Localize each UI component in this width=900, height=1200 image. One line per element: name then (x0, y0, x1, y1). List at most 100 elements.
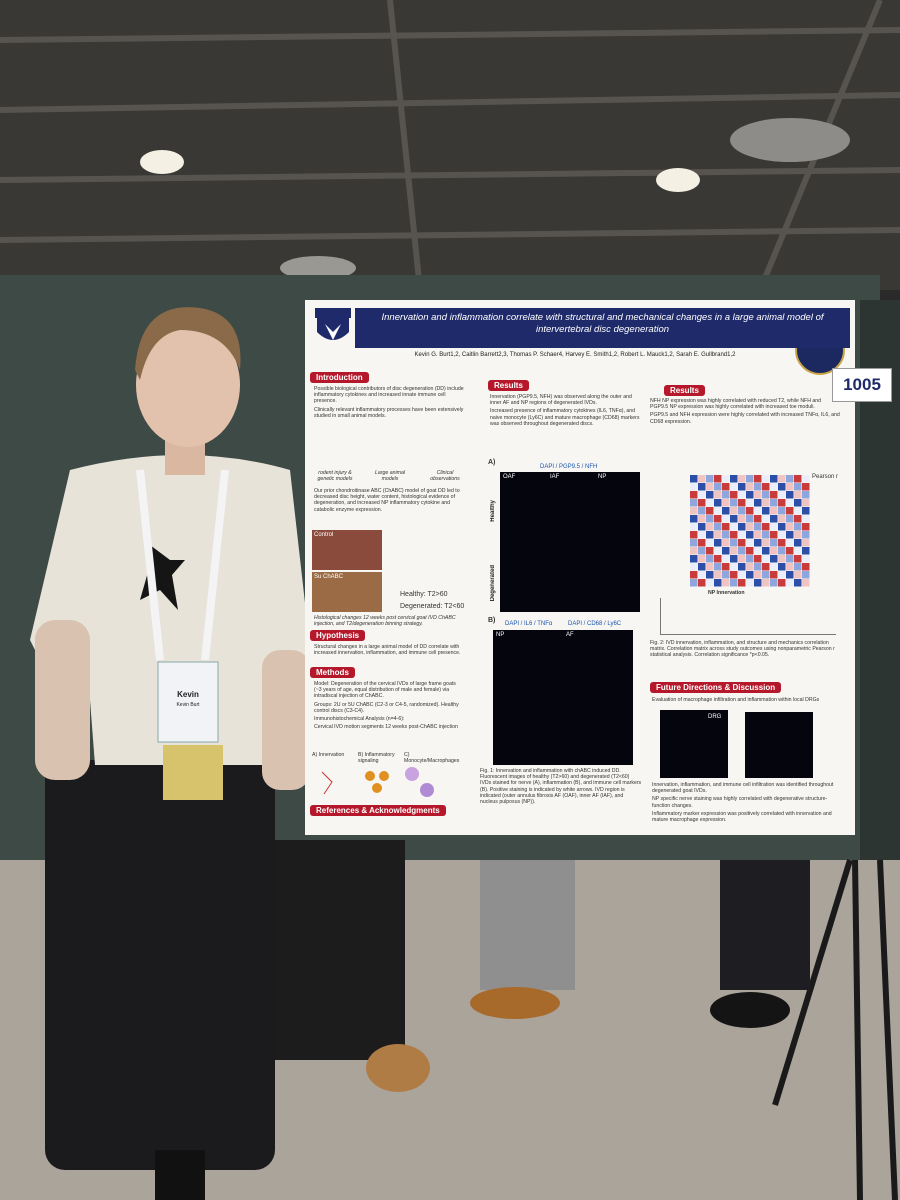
heatmap-cell (706, 531, 714, 539)
heatmap-cell (778, 547, 786, 555)
bin-label: Healthy: T2>60 (400, 591, 448, 598)
heatmap-cell (786, 523, 794, 531)
heatmap-cell (730, 531, 738, 539)
heatmap-cell (746, 483, 754, 491)
heatmap-cell (706, 579, 714, 587)
heatmap-cell (722, 571, 730, 579)
heatmap-cell (778, 523, 786, 531)
heatmap-cell (794, 499, 802, 507)
heatmap-cell (722, 555, 730, 563)
heatmap-cell (706, 491, 714, 499)
heatmap-cell (714, 579, 722, 587)
heatmap-cell (746, 539, 754, 547)
heatmap-cell (746, 571, 754, 579)
heatmap-cell (698, 515, 706, 523)
heatmap-cell (762, 571, 770, 579)
shoe (470, 987, 560, 1019)
bullet: Clinically relevant inflammatory process… (314, 406, 464, 419)
heatmap-cell (722, 483, 730, 491)
figure-label: Clinical observations (430, 470, 460, 483)
heatmap-cell (786, 539, 794, 547)
heatmap-cell (706, 515, 714, 523)
heatmap-cell (770, 475, 778, 483)
heatmap-cell (786, 499, 794, 507)
heatmap-cell (746, 499, 754, 507)
heatmap-cell (738, 547, 746, 555)
correlation-heatmap (690, 475, 810, 587)
heatmap-cell (786, 547, 794, 555)
future-text: Innervation, inflammation, and immune ce… (652, 782, 840, 825)
region-label: NP (496, 632, 505, 638)
badge-ribbon (163, 745, 223, 800)
heatmap-cell (802, 531, 810, 539)
heatmap-cell (778, 507, 786, 515)
heatmap-cell (770, 483, 778, 491)
heatmap-cell (770, 491, 778, 499)
heatmap-cell (770, 547, 778, 555)
heatmap-cell (706, 563, 714, 571)
stain-label: DAPI / IL6 / TNFα (505, 621, 553, 627)
heatmap-cell (698, 507, 706, 515)
heatmap-cell (778, 515, 786, 523)
heatmap-cell (786, 507, 794, 515)
section-heading: Methods (310, 667, 355, 678)
section-heading: Results (488, 380, 529, 391)
heatmap-cell (786, 579, 794, 587)
heatmap-cell (746, 523, 754, 531)
heatmap-cell (722, 491, 730, 499)
heatmap-cell (722, 539, 730, 547)
heatmap-cell (794, 483, 802, 491)
heatmap-cell (730, 563, 738, 571)
heatmap-cell (754, 515, 762, 523)
heatmap-cell (794, 475, 802, 483)
heatmap-cell (802, 491, 810, 499)
board-number: 1005 (832, 368, 892, 402)
section-heading: Results (664, 385, 705, 396)
heatmap-cell (714, 555, 722, 563)
person (30, 307, 312, 1200)
heatmap-cell (714, 531, 722, 539)
stain-label: DAPI / CD68 / Ly6C (568, 621, 622, 627)
heatmap-cell (706, 475, 714, 483)
heatmap-cell (722, 523, 730, 531)
section-heading: Introduction (310, 372, 369, 383)
methods-text: Model: Degeneration of the cervical IVDs… (314, 681, 464, 732)
region-label: NP (598, 474, 607, 480)
region-label: OAF (503, 474, 516, 480)
heatmap-cell (738, 475, 746, 483)
heatmap-cell (786, 475, 794, 483)
heatmap-cell (770, 507, 778, 515)
background-person (720, 860, 810, 990)
figure-caption: Fig. 1: Innervation and inflammation wit… (480, 768, 642, 806)
heatmap-cell (714, 571, 722, 579)
heatmap-cell (762, 563, 770, 571)
heatmap-cell (746, 507, 754, 515)
heatmap-cell (730, 499, 738, 507)
heatmap-cell (714, 491, 722, 499)
heatmap-cell (802, 563, 810, 571)
heatmap-cell (778, 571, 786, 579)
heatmap-cell (690, 579, 698, 587)
heatmap-cell (706, 499, 714, 507)
bullet: NFH NP expression was highly correlated … (650, 398, 822, 411)
heatmap-cell (722, 507, 730, 515)
heatmap-cell (738, 515, 746, 523)
heatmap-cell (802, 475, 810, 483)
heatmap-cell (730, 475, 738, 483)
heatmap-cell (706, 571, 714, 579)
heatmap-cell (802, 499, 810, 507)
heatmap-cell (802, 539, 810, 547)
method-item: Immunohistochemical Analysis (n=4-6): (314, 716, 405, 723)
heatmap-cell (730, 571, 738, 579)
heatmap-cell (762, 499, 770, 507)
heatmap-cell (786, 531, 794, 539)
poster-authors: Kevin G. Burt1,2, Caitlin Barrett2,3, Th… (414, 352, 736, 358)
heatmap-cell (738, 491, 746, 499)
heatmap-cell (778, 499, 786, 507)
heatmap-cell (722, 579, 730, 587)
heatmap-cell (786, 491, 794, 499)
heatmap-cell (690, 539, 698, 547)
section-heading: Future Directions & Discussion (650, 682, 782, 693)
heatmap-cell (770, 563, 778, 571)
heatmap-cell (762, 547, 770, 555)
